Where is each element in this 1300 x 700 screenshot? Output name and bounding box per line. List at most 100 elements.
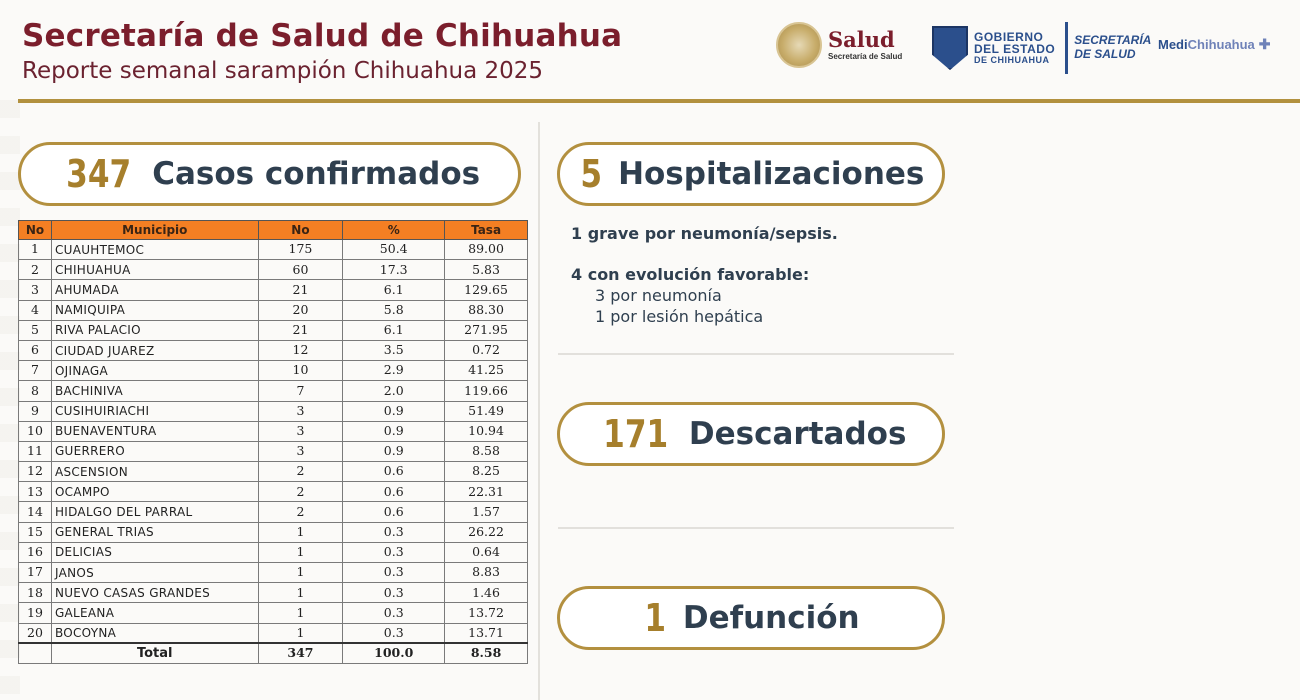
row-cases: 60 <box>257 259 344 281</box>
row-municipio: BACHINIVA <box>50 380 259 402</box>
row-no: 5 <box>18 319 52 341</box>
row-no: 16 <box>18 541 52 564</box>
row-percent: 0.3 <box>342 541 446 564</box>
row-tasa: 1.46 <box>444 582 528 604</box>
confirmed-label: Casos confirmados <box>152 156 481 192</box>
row-percent: 2.0 <box>342 380 446 402</box>
row-municipio: CHIHUAHUA <box>50 259 259 281</box>
row-percent: 50.4 <box>342 238 446 261</box>
row-percent: 5.8 <box>342 299 446 321</box>
medical-cross-icon: ✚ <box>1258 36 1271 52</box>
hospital-grave-text: 1 grave por neumonía/sepsis. <box>571 224 838 243</box>
table-row: 19 GALEANA 1 0.3 13.72 <box>18 602 528 624</box>
row-no: 1 <box>18 238 52 261</box>
header-cases: No <box>257 220 344 240</box>
table-row: 13 OCAMPO 2 0.6 22.31 <box>18 481 528 503</box>
discarded-banner: 171 Descartados <box>557 402 945 466</box>
row-municipio: GENERAL TRIAS <box>50 521 259 543</box>
row-tasa: 10.94 <box>444 420 528 442</box>
row-cases: 1 <box>257 622 344 644</box>
row-cases: 1 <box>257 602 344 624</box>
row-tasa: 0.72 <box>444 339 528 362</box>
row-municipio: OCAMPO <box>50 481 259 503</box>
row-percent: 6.1 <box>342 319 446 341</box>
table-row: 7 OJINAGA 10 2.9 41.25 <box>18 360 528 382</box>
row-no: 2 <box>18 259 52 281</box>
page-title: Secretaría de Salud de Chihuahua <box>22 18 623 54</box>
row-tasa: 13.72 <box>444 602 528 624</box>
logo-strip: Salud Secretaría de Salud GOBIERNO DEL E… <box>770 18 1300 78</box>
row-municipio: RIVA PALACIO <box>50 319 259 341</box>
row-no: 13 <box>18 481 52 503</box>
row-municipio: GALEANA <box>50 602 259 624</box>
row-no: 3 <box>18 279 52 301</box>
row-no: 8 <box>18 380 52 402</box>
table-row: 8 BACHINIVA 7 2.0 119.66 <box>18 380 528 402</box>
medichihuahua-logo: MediChihuahua ✚ <box>1158 36 1271 53</box>
header-municipio: Municipio <box>50 220 259 240</box>
row-tasa: 51.49 <box>444 400 528 422</box>
row-percent: 0.3 <box>342 622 446 644</box>
row-tasa: 271.95 <box>444 319 528 341</box>
gobierno-chihuahua-logo: GOBIERNO DEL ESTADO DE CHIHUAHUA SECRETA… <box>932 22 1151 74</box>
row-no: 7 <box>18 360 52 382</box>
row-municipio: BOCOYNA <box>50 622 259 644</box>
row-tasa: 22.31 <box>444 481 528 503</box>
table-total-row: Total 347 100.0 8.58 <box>18 642 528 664</box>
table-row: 2 CHIHUAHUA 60 17.3 5.83 <box>18 259 528 281</box>
row-municipio: BUENAVENTURA <box>50 420 259 442</box>
row-municipio: CIUDAD JUAREZ <box>50 339 259 362</box>
table-row: 5 RIVA PALACIO 21 6.1 271.95 <box>18 319 528 341</box>
row-municipio: GUERRERO <box>50 440 259 463</box>
row-cases: 3 <box>257 440 344 463</box>
row-cases: 7 <box>257 380 344 402</box>
row-no: 17 <box>18 561 52 584</box>
row-percent: 0.9 <box>342 440 446 463</box>
row-tasa: 26.22 <box>444 521 528 543</box>
section-divider <box>558 527 954 529</box>
row-percent: 0.3 <box>342 561 446 584</box>
section-divider <box>558 353 954 355</box>
row-percent: 6.1 <box>342 279 446 301</box>
row-no: 18 <box>18 582 52 604</box>
row-cases: 3 <box>257 400 344 422</box>
row-tasa: 88.30 <box>444 299 528 321</box>
row-no: 4 <box>18 299 52 321</box>
total-blank <box>18 642 52 664</box>
gob-logo-line3: DE CHIHUAHUA <box>974 54 1050 65</box>
header-tasa: Tasa <box>444 220 528 240</box>
row-percent: 0.6 <box>342 481 446 503</box>
background-ornament <box>0 100 20 700</box>
row-percent: 0.3 <box>342 582 446 604</box>
header-divider <box>18 99 1300 103</box>
hospitalizations-label: Hospitalizaciones <box>618 156 925 192</box>
column-divider <box>538 122 540 700</box>
confirmed-cases-banner: 347 Casos confirmados <box>18 142 521 206</box>
salud-logo: Salud Secretaría de Salud <box>776 22 902 68</box>
row-cases: 2 <box>257 481 344 503</box>
hospital-favorable-text: 4 con evolución favorable: <box>571 265 810 284</box>
table-row: 1 CUAUHTEMOC 175 50.4 89.00 <box>18 238 528 261</box>
table-row: 10 BUENAVENTURA 3 0.9 10.94 <box>18 420 528 442</box>
total-label: Total <box>50 642 259 664</box>
row-tasa: 0.64 <box>444 541 528 564</box>
row-tasa: 8.25 <box>444 461 528 483</box>
page-subtitle: Reporte semanal sarampión Chihuahua 2025 <box>22 58 544 84</box>
state-shield-icon <box>932 26 968 70</box>
row-municipio: CUSIHUIRIACHI <box>50 400 259 422</box>
table-row: 9 CUSIHUIRIACHI 3 0.9 51.49 <box>18 400 528 422</box>
row-municipio: DELICIAS <box>50 541 259 564</box>
table-row: 15 GENERAL TRIAS 1 0.3 26.22 <box>18 521 528 543</box>
salud-logo-title: Salud <box>828 27 895 52</box>
discarded-label: Descartados <box>688 416 907 452</box>
hospital-detail-neumonia: 3 por neumonía <box>595 286 722 305</box>
row-cases: 3 <box>257 420 344 442</box>
row-tasa: 119.66 <box>444 380 528 402</box>
row-municipio: NUEVO CASAS GRANDES <box>50 582 259 604</box>
header-no: No <box>18 220 52 240</box>
row-municipio: AHUMADA <box>50 279 259 301</box>
total-tasa: 8.58 <box>444 642 528 664</box>
row-cases: 12 <box>257 339 344 362</box>
sec-logo-line1: SECRETARÍA <box>1074 33 1152 48</box>
row-municipio: ASCENSION <box>50 461 259 483</box>
